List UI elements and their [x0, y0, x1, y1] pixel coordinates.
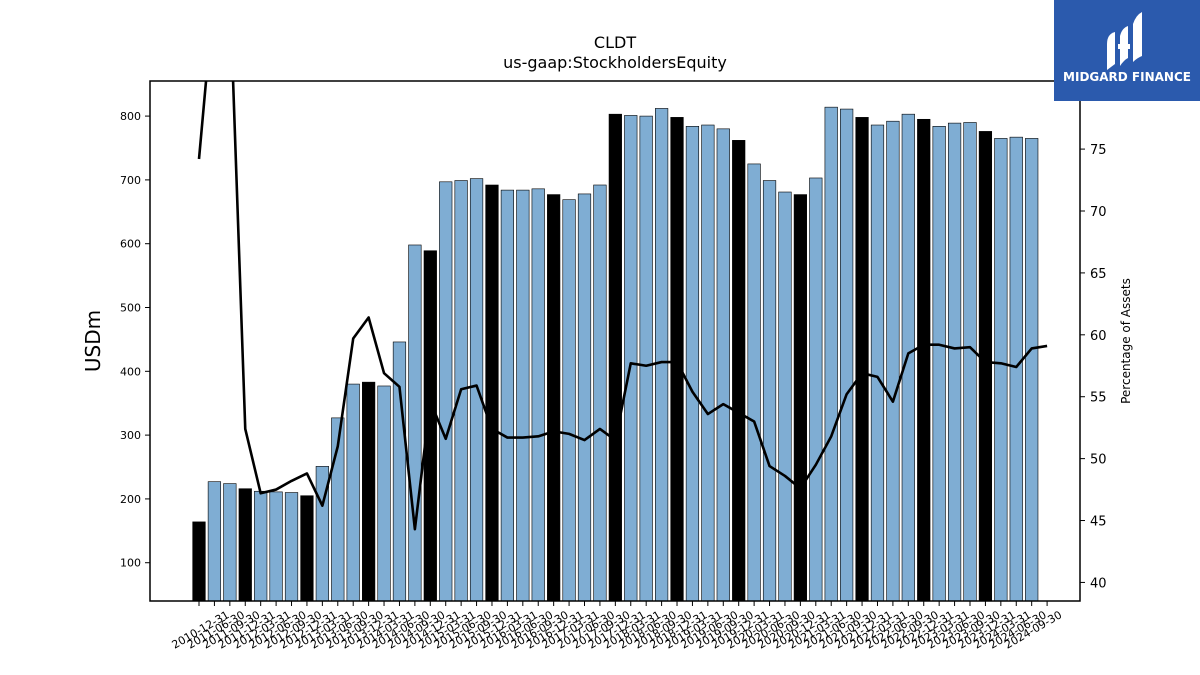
bar — [824, 106, 838, 602]
bar — [269, 491, 283, 602]
chart-title: CLDT — [594, 33, 636, 52]
y-axis-right: 40 45 50 55 60 65 70 75 — [1080, 143, 1107, 591]
bar — [362, 381, 376, 602]
bar — [207, 481, 222, 602]
bar — [809, 177, 823, 602]
y-left-tick-label: 300 — [120, 429, 141, 442]
bar — [485, 184, 499, 602]
percentage-line — [197, 81, 1048, 531]
bar — [978, 131, 993, 602]
x-axis: 2010-12-312011-06-302011-09-302011-12-31… — [170, 601, 1064, 652]
bar — [670, 117, 684, 602]
bar — [408, 244, 422, 602]
y-right-tick-label: 75 — [1090, 143, 1107, 158]
bar — [732, 140, 746, 602]
bar — [778, 191, 792, 602]
bar — [747, 163, 761, 602]
bar — [685, 126, 700, 602]
bar — [639, 115, 653, 602]
y-right-tick-label: 40 — [1090, 576, 1107, 591]
bar — [392, 341, 407, 602]
y-right-tick-label: 60 — [1090, 329, 1107, 344]
bar — [608, 113, 622, 602]
bar — [963, 122, 977, 602]
y-left-tick-label: 100 — [120, 557, 141, 570]
y-right-tick-label: 45 — [1090, 515, 1107, 530]
brand-mark-icon — [1107, 12, 1142, 70]
y-left-tick-label: 500 — [120, 302, 141, 315]
bar — [870, 124, 885, 602]
y-right-tick-label: 65 — [1090, 267, 1107, 282]
bar — [994, 138, 1008, 602]
bar — [855, 117, 869, 602]
y-axis-right-label: Percentage of Assets — [1119, 278, 1133, 404]
y-axis-left: 100 200 300 400 500 600 700 800 — [120, 110, 150, 570]
bar-series — [192, 106, 1039, 602]
bar — [192, 521, 206, 602]
bar — [223, 483, 237, 602]
bar — [562, 199, 576, 602]
bar — [917, 118, 931, 602]
y-left-tick-label: 400 — [120, 365, 141, 378]
bar — [577, 193, 592, 602]
bar — [469, 178, 484, 602]
bar — [762, 180, 777, 602]
bar — [701, 124, 715, 602]
y-axis-left-label: USDm — [81, 310, 105, 372]
bar — [593, 184, 607, 602]
y-right-tick-label: 50 — [1090, 453, 1107, 468]
bar — [886, 120, 900, 602]
bar — [238, 488, 252, 602]
bar — [254, 490, 268, 602]
bar — [947, 122, 962, 602]
brand-name: MIDGARD FINANCE — [1063, 70, 1191, 84]
bar — [377, 385, 391, 602]
y-left-tick-label: 800 — [120, 110, 141, 123]
y-right-tick-label: 70 — [1090, 205, 1107, 220]
bar — [624, 115, 638, 602]
bar — [439, 181, 453, 602]
bar — [300, 495, 314, 602]
y-left-tick-label: 700 — [120, 174, 141, 187]
bar — [840, 108, 854, 602]
bar — [284, 492, 299, 602]
y-left-tick-label: 600 — [120, 238, 141, 251]
bar — [516, 189, 530, 602]
bar — [500, 189, 515, 602]
brand-logo: MIDGARD FINANCE — [1054, 0, 1200, 101]
chart-subtitle: us-gaap:StockholdersEquity — [503, 53, 727, 72]
bar — [346, 383, 360, 602]
bar — [932, 126, 946, 602]
bar — [654, 108, 669, 602]
bar — [547, 194, 561, 602]
line-series — [197, 81, 1048, 531]
bar — [793, 194, 807, 602]
bar — [716, 128, 730, 602]
bar — [1009, 136, 1023, 602]
bar — [423, 250, 437, 602]
bar — [1025, 138, 1039, 602]
y-right-tick-label: 55 — [1090, 391, 1107, 406]
bar — [531, 188, 545, 602]
y-left-tick-label: 200 — [120, 493, 141, 506]
